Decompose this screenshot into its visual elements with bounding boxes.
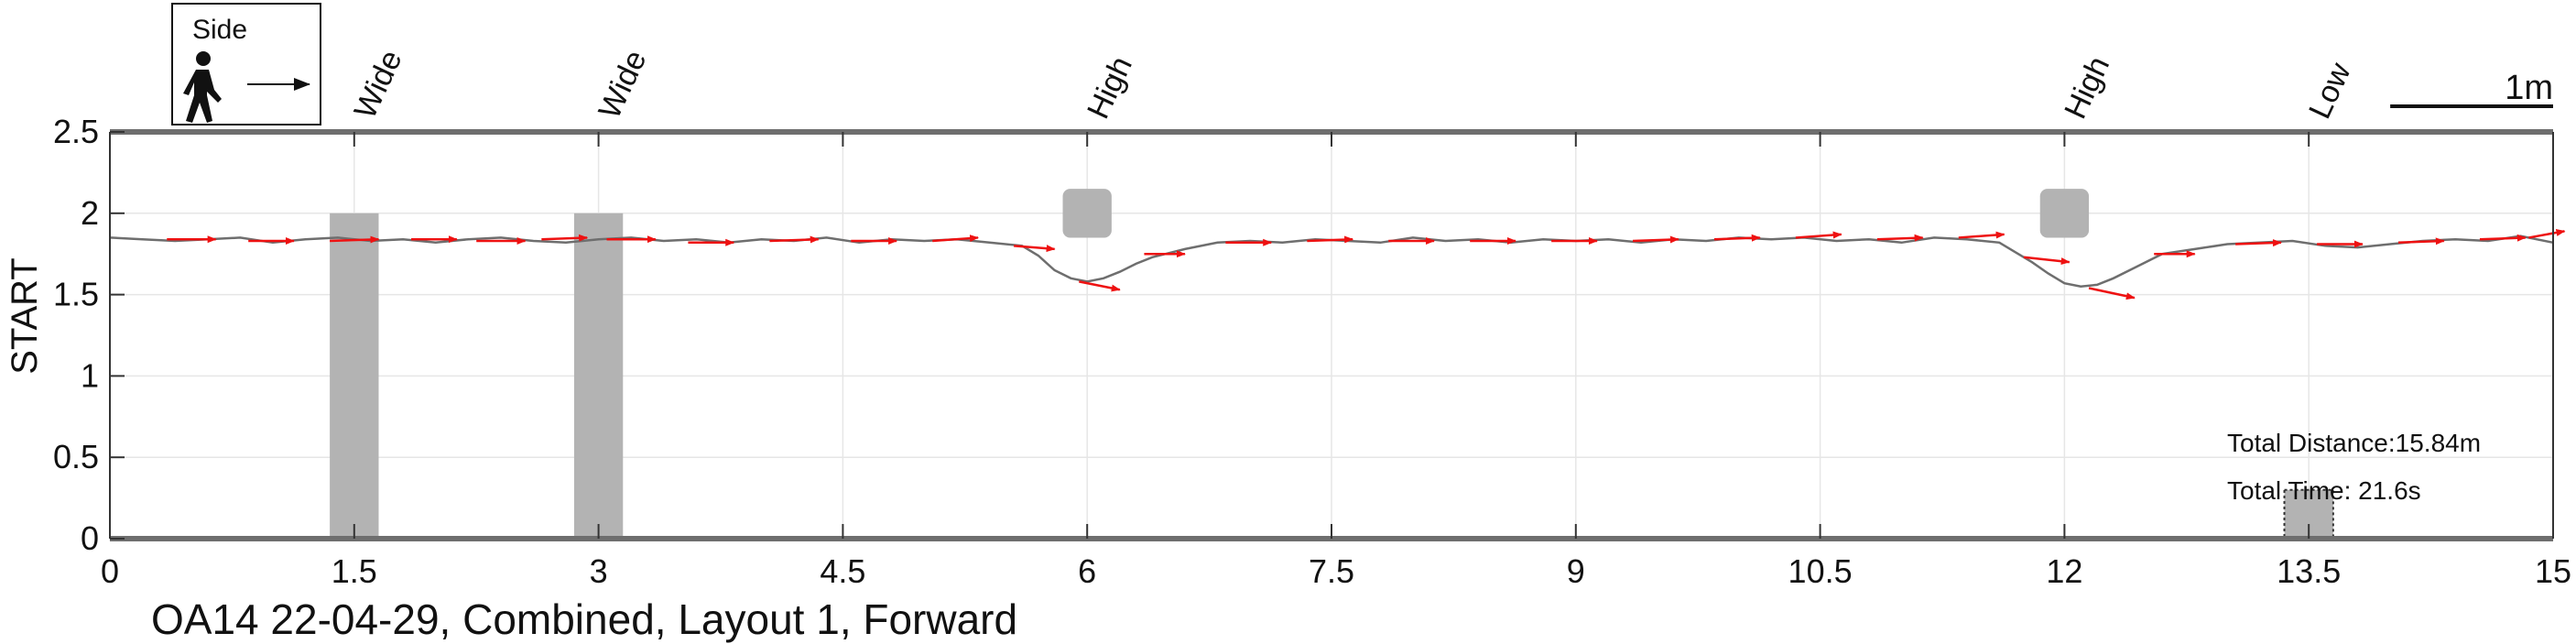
obstacle-wide: [573, 213, 624, 540]
x-tick-label: 4.5: [820, 552, 865, 590]
obstacle-label: High: [2058, 51, 2116, 124]
x-tick-label: 0: [101, 552, 119, 590]
total-distance: Total Distance:15.84m: [2227, 429, 2481, 457]
x-tick-label: 10.5: [1788, 552, 1853, 590]
chart-caption: OA14 22-04-29, Combined, Layout 1, Forwa…: [151, 595, 1017, 643]
x-tick-label: 6: [1078, 552, 1096, 590]
legend-label: Side: [192, 15, 247, 45]
x-tick-label: 9: [1567, 552, 1585, 590]
walking-person-icon: [183, 51, 222, 123]
direction-arrow: [1633, 235, 1679, 244]
direction-arrow: [2479, 234, 2527, 242]
grid: [109, 131, 2554, 540]
direction-arrow: [330, 235, 380, 244]
obstacle-label: Wide: [592, 45, 653, 124]
y-axis-label: START: [5, 257, 45, 374]
direction-arrow: [769, 235, 820, 244]
x-tick-label: 7.5: [1309, 552, 1354, 590]
obstacle-high: [1062, 189, 1112, 238]
y-tick-label: 0: [81, 519, 99, 557]
y-tick-label: 0.5: [53, 438, 99, 475]
y-tick-label: 1.5: [53, 276, 99, 313]
direction-arrow: [1876, 234, 1924, 242]
direction-arrow: [2088, 287, 2136, 300]
x-tick-label: 12: [2046, 552, 2082, 590]
x-tick-label: 13.5: [2277, 552, 2341, 590]
direction-arrow: [2397, 237, 2445, 246]
direction-arrow: [1079, 280, 1121, 292]
x-tick-label: 1.5: [332, 552, 377, 590]
tick-labels: 0 1.5 3 4.5 6 7.5 9 10.5 12 13.5 15 0 0.5 1 1.5 2 2.5: [53, 113, 2571, 590]
obstacle-label: Wide: [348, 45, 409, 124]
y-tick-label: 1: [81, 356, 99, 394]
obstacles: [330, 189, 2334, 540]
direction-arrow: [541, 234, 589, 242]
scale-bar-label: 1m: [2505, 69, 2553, 107]
direction-arrow: [1713, 234, 1761, 242]
obstacle-label: Low: [2302, 57, 2358, 124]
y-tick-label: 2.5: [53, 113, 99, 150]
x-tick-label: 3: [590, 552, 608, 590]
direction-arrows: [167, 229, 2566, 300]
direction-arrow: [2023, 256, 2071, 266]
obstacle-labels: Wide Wide High High Low: [348, 45, 2358, 124]
axes: [109, 129, 2554, 541]
obstacle-wide: [330, 213, 379, 540]
direction-arrow: [2235, 239, 2282, 247]
direction-arrow: [1014, 245, 1056, 253]
x-tick-label: 15: [2535, 552, 2571, 590]
obstacle-label: High: [1081, 51, 1139, 124]
direction-arrow: [2528, 229, 2566, 239]
scale-bar: 1m: [2390, 69, 2553, 108]
direction-arrow: [1795, 231, 1842, 239]
direction-arrow: [1958, 231, 2005, 239]
y-tick-label: 2: [81, 194, 99, 232]
obstacle-high: [2039, 189, 2090, 238]
direction-arrow: [932, 235, 980, 243]
legend: Side: [171, 3, 321, 126]
total-time: Total Time: 21.6s: [2227, 476, 2421, 505]
direction-arrow: [1307, 235, 1354, 244]
